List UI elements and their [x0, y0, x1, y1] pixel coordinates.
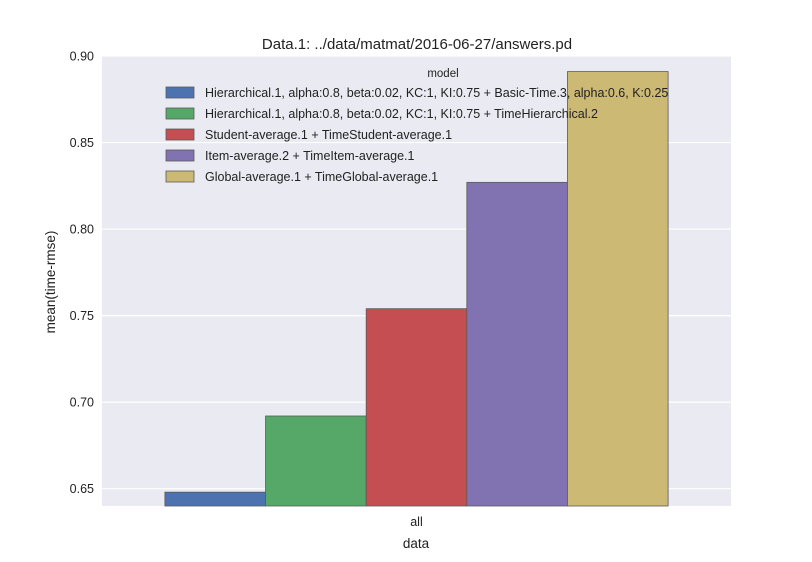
legend-swatch: [165, 170, 195, 183]
bar: [365, 308, 468, 507]
legend-entry: Item-average.2 + TimeItem-average.1: [205, 149, 415, 163]
legend-swatch: [165, 107, 195, 120]
y-tick-label: 0.70: [70, 396, 94, 410]
legend-swatch: [165, 128, 195, 141]
y-tick-label: 0.65: [70, 482, 94, 496]
legend-swatch: [165, 86, 195, 99]
y-axis-label: mean(time-rmse): [43, 231, 58, 334]
y-tick-label: 0.90: [70, 50, 94, 64]
chart-title: Data.1: ../data/matmat/2016-06-27/answer…: [262, 36, 572, 53]
legend-entry: Global-average.1 + TimeGlobal-average.1: [205, 170, 438, 184]
legend-swatch: [165, 149, 195, 162]
x-axis-label: data: [403, 536, 430, 551]
bar: [567, 71, 669, 507]
x-axis-ticks: all: [410, 515, 423, 529]
legend: model Hierarchical.1, alpha:0.8, beta:0.…: [165, 68, 668, 184]
y-tick-label: 0.80: [70, 223, 94, 237]
bar: [164, 491, 266, 507]
y-tick-label: 0.75: [70, 309, 94, 323]
y-axis-ticks: 0.65 0.70 0.75 0.80 0.85 0.90: [70, 50, 94, 497]
y-tick-label: 0.85: [70, 136, 94, 150]
bar: [265, 415, 367, 507]
legend-entry: Hierarchical.1, alpha:0.8, beta:0.02, KC…: [205, 86, 668, 100]
legend-entry: Hierarchical.1, alpha:0.8, beta:0.02, KC…: [205, 107, 598, 121]
legend-title: model: [427, 68, 458, 80]
bar: [466, 181, 568, 507]
x-tick-label: all: [410, 515, 423, 529]
legend-entry: Student-average.1 + TimeStudent-average.…: [205, 128, 452, 142]
bars: [164, 71, 669, 507]
